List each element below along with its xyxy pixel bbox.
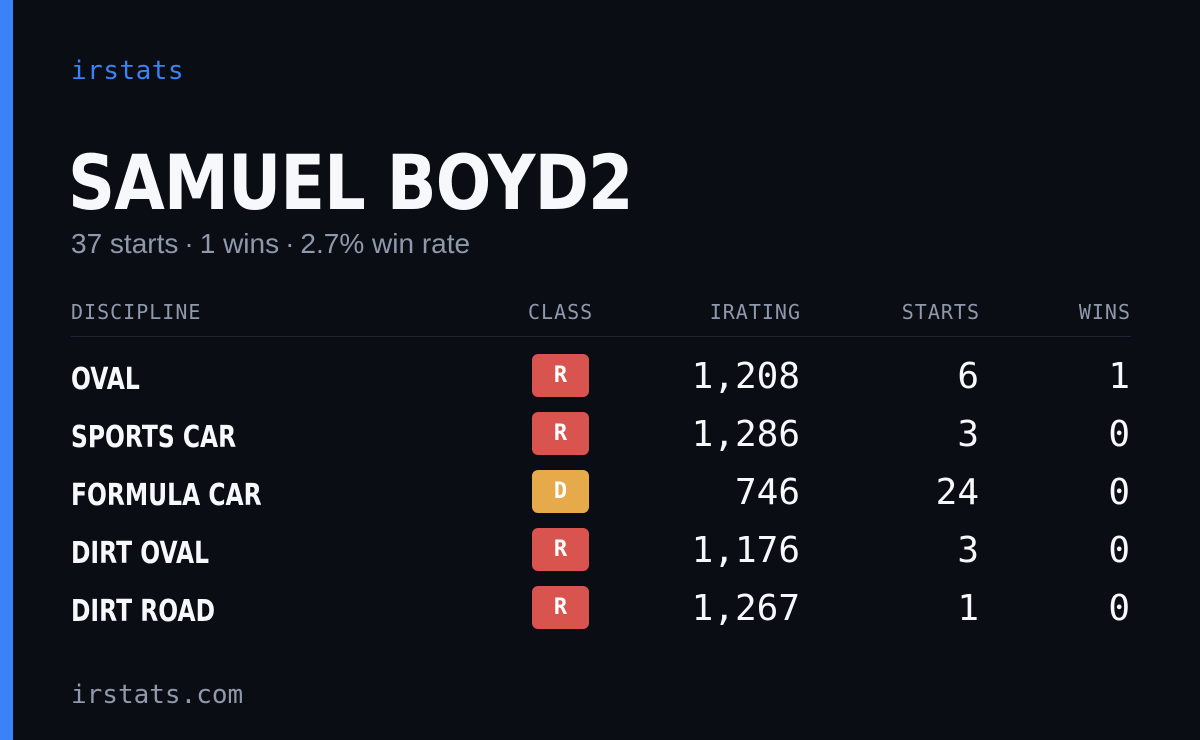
class-badge: R xyxy=(532,586,589,629)
column-header-class: CLASS xyxy=(528,300,594,324)
starts-summary: 37 starts xyxy=(71,228,179,259)
column-header-wins: WINS xyxy=(1078,300,1131,324)
driver-name: SAMUEL BOYD2 xyxy=(68,138,633,227)
table-header: DISCIPLINE CLASS IRATING STARTS WINS xyxy=(71,300,1131,337)
class-badge: R xyxy=(532,412,589,455)
table-row: OVAL R 1,208 6 1 xyxy=(71,350,1131,408)
discipline-cell: OVAL xyxy=(71,362,140,397)
wins-cell: 0 xyxy=(1108,414,1130,455)
discipline-cell: SPORTS CAR xyxy=(71,420,237,455)
irating-cell: 1,267 xyxy=(691,588,800,629)
table-row: SPORTS CAR R 1,286 3 0 xyxy=(71,408,1131,466)
separator: · xyxy=(184,228,194,259)
wins-cell: 0 xyxy=(1108,588,1130,629)
win-rate-summary: 2.7% win rate xyxy=(300,228,471,259)
class-badge: D xyxy=(532,470,589,513)
irating-cell: 746 xyxy=(734,472,800,513)
discipline-cell: FORMULA CAR xyxy=(71,478,262,513)
brand-logo: irstats xyxy=(71,56,185,86)
starts-cell: 3 xyxy=(957,530,979,571)
footer-url: irstats.com xyxy=(71,680,244,710)
wins-cell: 1 xyxy=(1108,356,1130,397)
table-row: FORMULA CAR D 746 24 0 xyxy=(71,466,1131,524)
wins-summary: 1 wins xyxy=(199,228,280,259)
wins-cell: 0 xyxy=(1108,530,1130,571)
class-badge: R xyxy=(532,528,589,571)
starts-cell: 3 xyxy=(957,414,979,455)
irating-cell: 1,286 xyxy=(691,414,800,455)
wins-cell: 0 xyxy=(1108,472,1130,513)
column-header-irating: IRATING xyxy=(709,300,801,324)
column-header-starts: STARTS xyxy=(901,300,980,324)
accent-bar xyxy=(0,0,13,740)
discipline-cell: DIRT ROAD xyxy=(71,594,216,629)
starts-cell: 6 xyxy=(957,356,979,397)
starts-cell: 24 xyxy=(935,472,979,513)
irating-cell: 1,176 xyxy=(691,530,800,571)
column-header-discipline: DISCIPLINE xyxy=(71,300,202,324)
class-badge: R xyxy=(532,354,589,397)
table-row: DIRT ROAD R 1,267 1 0 xyxy=(71,582,1131,640)
table-row: DIRT OVAL R 1,176 3 0 xyxy=(71,524,1131,582)
starts-cell: 1 xyxy=(957,588,979,629)
discipline-cell: DIRT OVAL xyxy=(71,536,210,571)
driver-summary: 37 starts · 1 wins · 2.7% win rate xyxy=(71,228,470,260)
separator: · xyxy=(285,228,295,259)
irating-cell: 1,208 xyxy=(691,356,800,397)
stats-table: OVAL R 1,208 6 1 SPORTS CAR R 1,286 3 0 … xyxy=(71,350,1131,640)
